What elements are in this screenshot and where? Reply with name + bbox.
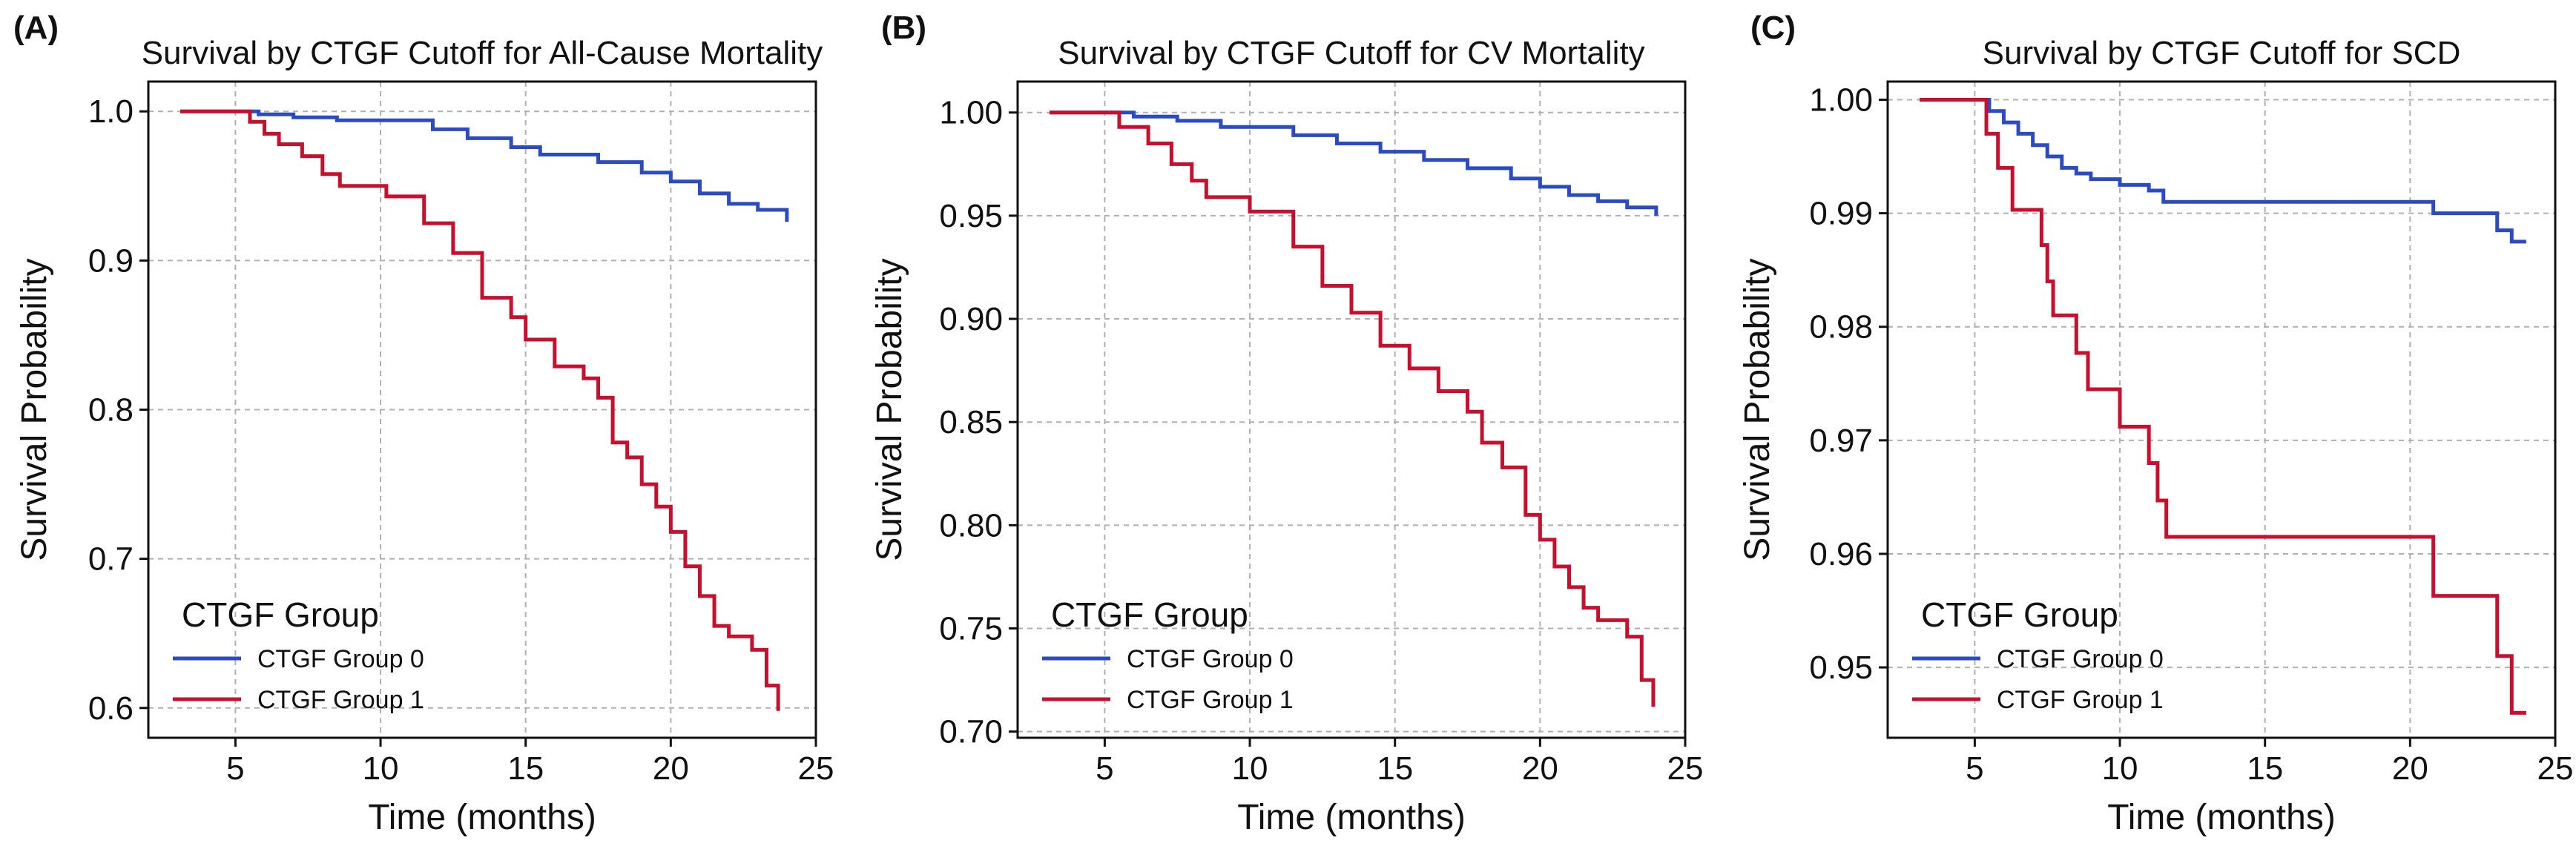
y-tick-label: 0.80 — [939, 507, 1003, 544]
legend: CTGF Group CTGF Group 0 CTGF Group 1 — [173, 595, 424, 714]
legend-label-group-0: CTGF Group 0 — [1127, 645, 1294, 673]
y-tick-label: 0.8 — [88, 392, 134, 429]
x-tick-label: 5 — [1096, 750, 1113, 787]
x-tick-label: 25 — [2537, 750, 2574, 787]
x-tick-label: 10 — [363, 750, 399, 787]
legend: CTGF Group CTGF Group 0 CTGF Group 1 — [1912, 595, 2164, 714]
y-tick-label: 1.00 — [1809, 82, 1873, 118]
x-tick-label: 25 — [1667, 750, 1704, 787]
panel-label: (B) — [881, 10, 926, 46]
y-tick-label: 1.00 — [939, 95, 1003, 131]
y-tick-label: 1.0 — [88, 93, 134, 130]
legend-title: CTGF Group — [1051, 595, 1248, 634]
x-tick-label: 10 — [2102, 750, 2138, 787]
y-axis-label: Survival Probability — [1738, 258, 1777, 561]
chart-title: Survival by CTGF Cutoff for SCD — [1983, 35, 2461, 71]
legend-label-group-0: CTGF Group 0 — [257, 645, 424, 673]
y-tick-label: 0.9 — [88, 242, 134, 279]
x-tick-label: 20 — [2392, 750, 2428, 787]
x-tick-label: 15 — [2247, 750, 2283, 787]
x-tick-label: 15 — [1377, 750, 1413, 787]
y-tick-label: 0.7 — [88, 541, 134, 578]
chart-title: Survival by CTGF Cutoff for All-Cause Mo… — [142, 35, 823, 71]
x-axis-label: Time (months) — [2107, 798, 2336, 837]
legend-label-group-1: CTGF Group 1 — [1127, 686, 1294, 714]
y-tick-label: 0.97 — [1809, 423, 1873, 459]
x-tick-label: 20 — [1522, 750, 1558, 787]
series-line-group-0 — [1920, 97, 2526, 244]
y-tick-label: 0.90 — [939, 301, 1003, 337]
y-tick-label: 0.85 — [939, 404, 1003, 440]
x-tick-label: 10 — [1232, 750, 1268, 787]
legend-title: CTGF Group — [182, 595, 379, 634]
y-tick-label: 0.95 — [939, 198, 1003, 234]
x-axis-label: Time (months) — [1237, 798, 1466, 837]
plot-frame — [1016, 80, 1687, 739]
legend-label-group-1: CTGF Group 1 — [1997, 686, 2164, 714]
series-line-group-0 — [180, 109, 789, 222]
legend: CTGF Group CTGF Group 0 CTGF Group 1 — [1042, 595, 1294, 714]
panel-label: (C) — [1750, 10, 1796, 46]
y-axis-label: Survival Probability — [15, 258, 54, 561]
series-line-group-1 — [1050, 110, 1656, 707]
chart-panel-3: 5 10 15 20 25 0.95 0.96 0.97 0.98 0.99 1.00 Surviva… — [1738, 10, 2573, 837]
y-tick-label: 0.96 — [1809, 536, 1873, 572]
x-tick-label: 20 — [653, 750, 689, 787]
y-tick-label: 0.75 — [939, 611, 1003, 647]
y-tick-label: 0.99 — [1809, 196, 1873, 232]
x-tick-label: 25 — [798, 750, 834, 787]
series-line-group-0 — [1050, 110, 1658, 216]
x-tick-label: 5 — [1966, 750, 1983, 787]
y-tick-label: 0.70 — [939, 714, 1003, 750]
x-tick-label: 15 — [507, 750, 544, 787]
x-tick-label: 5 — [226, 750, 244, 787]
legend-label-group-0: CTGF Group 0 — [1997, 645, 2164, 673]
legend-label-group-1: CTGF Group 1 — [257, 686, 424, 714]
plot-frame — [1886, 80, 2557, 739]
legend-title: CTGF Group — [1921, 595, 2118, 634]
panel-label: (A) — [13, 10, 59, 46]
x-axis-label: Time (months) — [368, 798, 596, 837]
series-line-group-1 — [180, 109, 780, 711]
chart-title: Survival by CTGF Cutoff for CV Mortality — [1058, 35, 1644, 71]
y-tick-label: 0.95 — [1809, 650, 1873, 686]
series-line-group-1 — [1920, 97, 2526, 715]
y-axis-label: Survival Probability — [870, 258, 909, 561]
chart-panel-2: 5 10 15 20 25 0.70 0.75 0.80 0.85 0.90 0.95 1.00 Sur… — [870, 10, 1703, 837]
y-tick-label: 0.6 — [88, 690, 134, 727]
y-tick-label: 0.98 — [1809, 309, 1873, 346]
